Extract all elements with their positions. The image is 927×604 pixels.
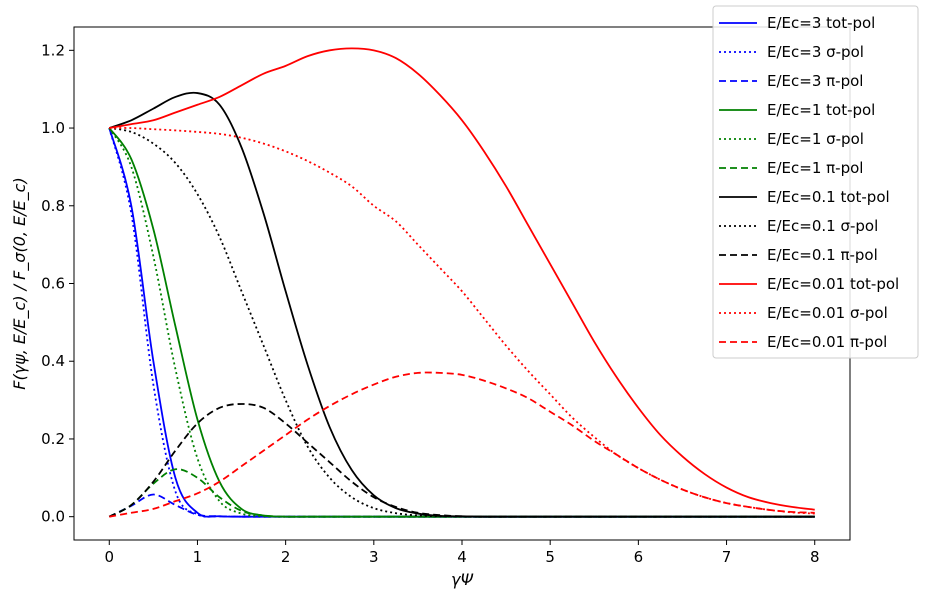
legend-entry: E/Ec=0.1 tot-pol [767, 188, 890, 206]
x-tick-label: 5 [545, 548, 555, 566]
legend-entry: E/Ec=3 tot-pol [767, 14, 875, 32]
series-layer [108, 47, 815, 518]
legend-entry: E/Ec=0.1 π-pol [767, 246, 878, 264]
x-axis: 0 1 2 3 4 5 6 7 8 [104, 540, 820, 566]
x-tick-label: 3 [369, 548, 379, 566]
series-line-10 [109, 127, 815, 515]
series-line-8 [108, 403, 815, 518]
y-tick-label: 0.2 [41, 430, 65, 448]
y-tick-label: 0.4 [41, 352, 65, 370]
x-axis-title: γΨ [451, 570, 473, 589]
legend-entry: E/Ec=1 tot-pol [767, 101, 875, 119]
series-line-9 [109, 47, 815, 511]
y-tick-label: 1.0 [41, 119, 65, 137]
y-axis-title: F(γψ, E/E_c) / F_σ(0, E/E_c) [10, 177, 30, 389]
legend-entry: E/Ec=0.01 tot-pol [767, 275, 899, 293]
legend-box [712, 5, 919, 359]
legend-entry: E/Ec=0.01 π-pol [767, 333, 887, 351]
x-tick-label: 2 [281, 548, 291, 566]
x-tick-label: 1 [193, 548, 203, 566]
legend-entry: E/Ec=0.01 σ-pol [767, 304, 888, 322]
legend-entry: E/Ec=0.1 σ-pol [767, 217, 878, 235]
y-tick-label: 0.6 [41, 275, 65, 293]
legend-entry: E/Ec=1 σ-pol [767, 130, 864, 148]
legend-entry: E/Ec=1 π-pol [767, 159, 863, 177]
y-tick-label: 1.2 [41, 41, 65, 59]
x-tick-label: 7 [722, 548, 732, 566]
series-line-11 [109, 371, 815, 518]
y-tick-label: 0.8 [41, 197, 65, 215]
y-axis: 0.0 0.2 0.4 0.6 0.8 1.0 1.2 [41, 41, 74, 526]
legend-entry: E/Ec=3 π-pol [767, 72, 863, 90]
legend-entry: E/Ec=3 σ-pol [767, 43, 864, 61]
x-tick-label: 8 [810, 548, 820, 566]
y-tick-label: 0.0 [41, 508, 65, 526]
x-tick-label: 4 [457, 548, 467, 566]
legend: E/Ec=3 tot-pol E/Ec=3 σ-pol E/Ec=3 π-pol E/… [712, 5, 919, 359]
x-tick-label: 6 [634, 548, 644, 566]
x-tick-label: 0 [104, 548, 114, 566]
